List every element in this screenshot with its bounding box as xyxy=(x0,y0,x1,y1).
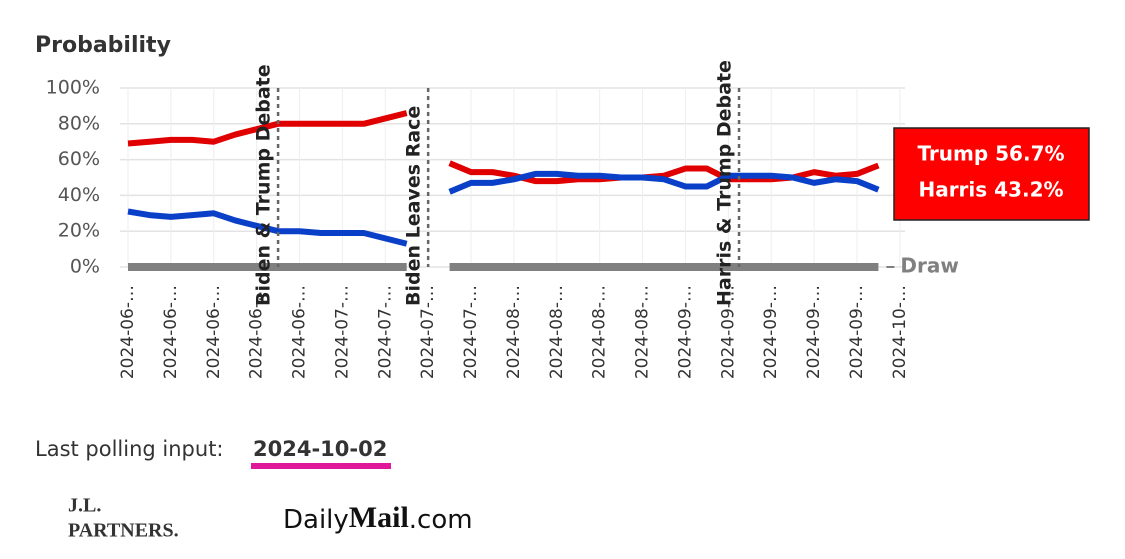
polling-label: Last polling input: xyxy=(35,437,224,461)
x-tick-label: 2024-07-… xyxy=(375,285,395,379)
logo-text: J.L. xyxy=(68,495,101,517)
y-tick-label: 20% xyxy=(58,220,100,242)
callout-box xyxy=(893,127,1090,221)
plot: 0% 20% 40% 60% 80% 100% 2024-06-… 2024-06-… 2024… xyxy=(46,60,959,379)
x-tick-label: 2024-06-… xyxy=(290,285,310,379)
x-tick-label: 2024-09-… xyxy=(718,285,738,379)
x-tick-label: 2024-09-… xyxy=(675,285,695,379)
x-tick-label: 2024-07-… xyxy=(418,285,438,379)
logo-text: DailyMail.com xyxy=(283,501,473,535)
x-tick-label: 2024-09-… xyxy=(761,285,781,379)
series-label: Draw xyxy=(900,254,958,278)
logo-part: Mail xyxy=(349,501,409,534)
x-tick-label: 2024-08-… xyxy=(633,285,653,379)
y-tick-label: 40% xyxy=(58,184,100,206)
y-tick-label: 100% xyxy=(46,77,100,99)
y-tick-label: 0% xyxy=(70,256,100,278)
y-tick-label: 80% xyxy=(58,112,100,134)
x-tick-label: 2024-06-… xyxy=(247,285,267,379)
callout-text: Harris 43.2% xyxy=(918,178,1063,202)
logo-part: .com xyxy=(409,505,473,535)
x-tick-label: 2024-09-… xyxy=(804,285,824,379)
y-tick-label: 60% xyxy=(58,148,100,170)
callout-text: Trump 56.7% xyxy=(917,142,1064,166)
polling-date: 2024-10-02 xyxy=(253,437,387,461)
y-axis-title: Probability xyxy=(35,33,171,58)
x-tick-label: 2024-06-… xyxy=(118,285,138,379)
event-label: Harris & Trump Debate xyxy=(714,60,736,306)
underline xyxy=(251,463,391,469)
x-tick-label: 2024-10-… xyxy=(890,285,910,379)
x-tick-label: 2024-08-… xyxy=(547,285,567,379)
x-tick-label: 2024-09-… xyxy=(847,285,867,379)
x-tick-label: 2024-08-… xyxy=(590,285,610,379)
x-tick-label: 2024-07-… xyxy=(461,285,481,379)
series-line xyxy=(127,170,880,247)
logo-part: Daily xyxy=(283,505,349,535)
x-tick-label: 2024-06-… xyxy=(204,285,224,379)
event-label: Biden & Trump Debate xyxy=(253,64,275,306)
x-tick-label: 2024-06-… xyxy=(161,285,181,379)
x-tick-label: 2024-07-… xyxy=(332,285,352,379)
logo-text: PARTNERS. xyxy=(68,520,179,542)
event-label: Biden Leaves Race xyxy=(403,106,425,306)
x-tick-label: 2024-08-… xyxy=(504,285,524,379)
